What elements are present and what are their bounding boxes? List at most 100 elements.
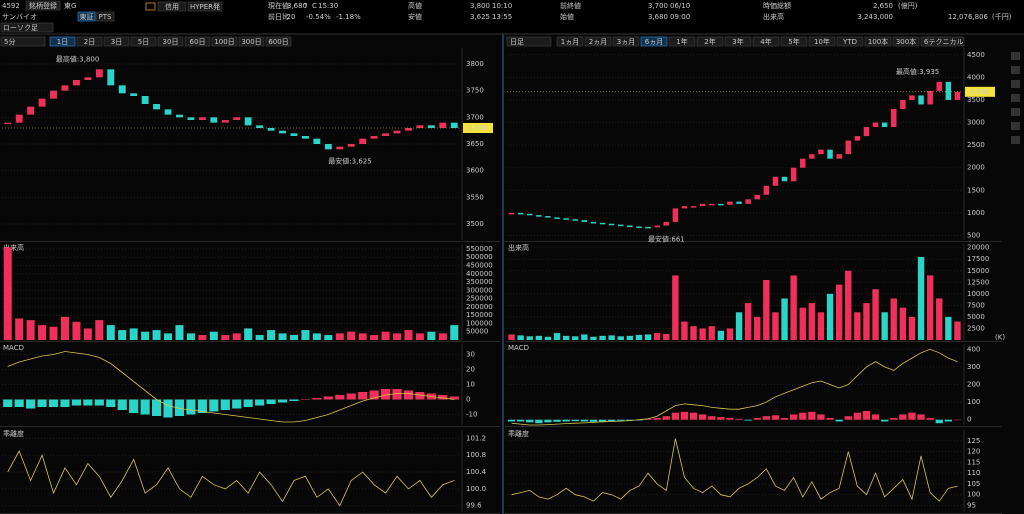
- pts-button-label[interactable]: PTS: [99, 13, 112, 21]
- range-button[interactable]: [780, 36, 808, 47]
- volume-bar: [335, 333, 344, 340]
- tag[interactable]: [157, 1, 187, 12]
- range-button[interactable]: [640, 36, 668, 47]
- range-button-label[interactable]: 10年: [814, 37, 830, 46]
- macd-bar: [835, 419, 843, 422]
- icon[interactable]: [1011, 80, 1020, 88]
- range-button[interactable]: [103, 36, 130, 47]
- macd-bar: [862, 410, 871, 420]
- range-button[interactable]: [752, 36, 780, 47]
- range-button-label[interactable]: 60日: [190, 38, 206, 46]
- range-button[interactable]: [668, 36, 696, 47]
- range-button-label[interactable]: 300本: [896, 37, 916, 46]
- range-button-label[interactable]: YTD: [842, 38, 857, 46]
- range-button[interactable]: [157, 36, 184, 47]
- icon[interactable]: [1011, 94, 1020, 102]
- macd-bar: [689, 412, 698, 420]
- range-button-label[interactable]: 100本: [868, 37, 888, 46]
- tag-label[interactable]: 信用: [165, 2, 179, 11]
- range-button[interactable]: [184, 36, 211, 47]
- technical-button[interactable]: [927, 36, 965, 47]
- volume-bar: [681, 321, 688, 340]
- range-button[interactable]: [556, 36, 584, 47]
- range-button-label[interactable]: 4年: [760, 37, 771, 46]
- range-button[interactable]: [808, 36, 836, 47]
- range-button[interactable]: [238, 36, 265, 47]
- chart-type-select[interactable]: [0, 22, 54, 33]
- kairi-line: [511, 438, 958, 502]
- candle: [221, 120, 229, 123]
- volume-bar: [917, 256, 925, 340]
- icon[interactable]: [1011, 108, 1020, 116]
- stock-name: サンバイオ: [2, 13, 37, 21]
- range-button-label[interactable]: 2ヵ月: [589, 38, 607, 46]
- range-button[interactable]: [49, 36, 76, 47]
- range-button-label[interactable]: 600日: [268, 38, 288, 46]
- macd-bar: [415, 392, 425, 400]
- y-tick-label: 125: [967, 437, 980, 445]
- volume-bar: [781, 298, 788, 340]
- range-button-label[interactable]: 5日: [138, 38, 149, 46]
- candle: [945, 81, 952, 100]
- candle: [256, 125, 264, 128]
- candle: [745, 199, 751, 204]
- technical-button-label[interactable]: テクニカル: [929, 38, 964, 46]
- range-button-label[interactable]: 1日: [57, 38, 68, 46]
- range-button-label[interactable]: 3ヵ月: [617, 38, 635, 46]
- y-tick-label: 100: [967, 491, 980, 499]
- range-button-label[interactable]: 3日: [111, 38, 122, 46]
- candle: [450, 122, 458, 128]
- range-button[interactable]: [211, 36, 238, 47]
- period[interactable]: 5分: [4, 37, 15, 46]
- exchange-button[interactable]: [77, 11, 96, 22]
- register-button-label[interactable]: 銘柄登録: [29, 1, 57, 10]
- exchange-button-label[interactable]: 東証: [80, 12, 94, 21]
- range-button-label[interactable]: 3年: [732, 37, 743, 46]
- register-button[interactable]: [25, 0, 61, 11]
- volume-bar: [221, 335, 230, 340]
- icon[interactable]: [1011, 136, 1020, 144]
- candle: [754, 194, 760, 200]
- tag[interactable]: [187, 1, 223, 12]
- candle: [517, 212, 524, 215]
- range-button[interactable]: [612, 36, 640, 47]
- candle: [572, 219, 578, 221]
- range-button-label[interactable]: 1ヵ月: [561, 38, 579, 46]
- range-button[interactable]: [265, 36, 292, 47]
- icon[interactable]: [1011, 66, 1020, 74]
- y-tick-label: 0: [466, 396, 470, 404]
- period-select[interactable]: [0, 36, 46, 47]
- chart-type[interactable]: ローソク足: [3, 24, 38, 32]
- range-button[interactable]: [130, 36, 157, 47]
- range-button[interactable]: [76, 36, 103, 47]
- range-button[interactable]: [584, 36, 612, 47]
- volume-bar: [198, 335, 207, 340]
- range-button-label[interactable]: 100日: [214, 38, 234, 46]
- range-button[interactable]: [836, 36, 864, 47]
- macd-bar: [626, 419, 634, 421]
- volume-bar: [60, 316, 69, 340]
- range-button[interactable]: [864, 36, 892, 47]
- range-button[interactable]: [696, 36, 724, 47]
- pts-button[interactable]: [95, 11, 115, 22]
- range-button[interactable]: [724, 36, 752, 47]
- icon[interactable]: [1011, 52, 1020, 60]
- tag-label[interactable]: HYPER発: [190, 2, 220, 11]
- candle: [854, 136, 861, 141]
- period-select[interactable]: [506, 36, 552, 47]
- volume-bar: [899, 307, 907, 340]
- range-button[interactable]: [892, 36, 920, 47]
- range-button-label[interactable]: 2日: [84, 38, 95, 46]
- market[interactable]: 東G: [64, 1, 76, 10]
- range-button-label[interactable]: 6ヵ月: [645, 38, 663, 46]
- range-button-label[interactable]: 30日: [163, 38, 179, 46]
- range-button-label[interactable]: 2年: [704, 37, 715, 46]
- icon[interactable]: [1011, 122, 1020, 130]
- candle: [563, 218, 569, 220]
- range-button-label[interactable]: 300日: [241, 38, 261, 46]
- range-button-label[interactable]: 1年: [676, 37, 687, 46]
- macd-bar: [544, 419, 552, 423]
- macd-bar: [335, 395, 345, 400]
- range-button-label[interactable]: 5年: [788, 37, 799, 46]
- period[interactable]: 日足: [510, 38, 524, 46]
